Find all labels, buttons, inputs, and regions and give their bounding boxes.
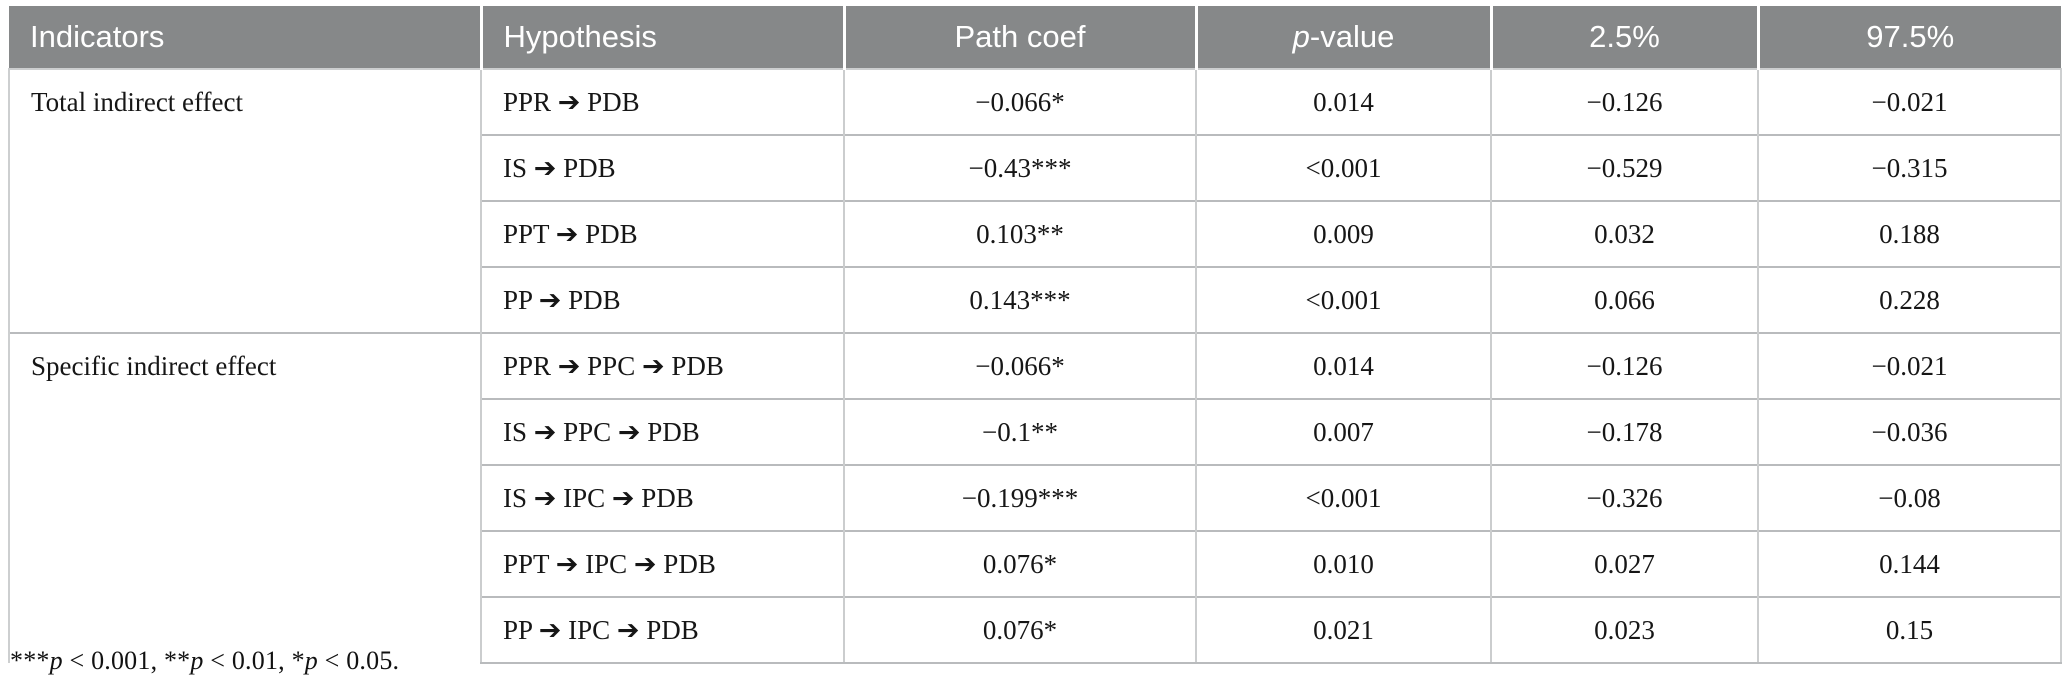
- path-coef-cell: −0.43***: [843, 134, 1196, 201]
- col-header-indicators: Indicators: [9, 6, 481, 70]
- footnote-italic-p: p: [190, 646, 204, 675]
- p-value-suffix: -value: [1309, 19, 1395, 54]
- table-row: PPT ➔ IPC ➔ PDB 0.076* 0.010 0.027 0.144: [9, 530, 2062, 597]
- ci-upper-cell: 0.15: [1757, 596, 2062, 664]
- hypothesis-cell: PPR ➔ PDB: [480, 68, 844, 135]
- path-coef-cell: 0.143***: [843, 266, 1196, 333]
- p-value-cell: <0.001: [1195, 464, 1491, 531]
- ci-upper-cell: −0.315: [1757, 134, 2062, 201]
- indirect-effects-table: Indicators Hypothesis Path coef p-value …: [8, 6, 2062, 664]
- hypothesis-cell: PP ➔ IPC ➔ PDB: [480, 596, 844, 664]
- ci-lower-cell: −0.529: [1490, 134, 1758, 201]
- path-coef-cell: −0.1**: [843, 398, 1196, 465]
- table-row: Total indirect effect PPR ➔ PDB −0.066* …: [8, 68, 2062, 333]
- hypothesis-cell: PPT ➔ IPC ➔ PDB: [480, 530, 844, 597]
- p-value-cell: <0.001: [1195, 266, 1491, 333]
- table-row: IS ➔ IPC ➔ PDB −0.199*** <0.001 −0.326 −…: [9, 464, 2062, 531]
- ci-upper-cell: −0.021: [1757, 68, 2062, 135]
- path-coef-cell: −0.199***: [843, 464, 1196, 531]
- footnote-segment: ***: [10, 646, 50, 675]
- footnote-segment: < 0.05.: [317, 646, 400, 675]
- table-row: PP ➔ PDB 0.143*** <0.001 0.066 0.228: [9, 266, 2062, 333]
- ci-upper-cell: 0.144: [1757, 530, 2062, 597]
- footnote-segment: < 0.01,: [203, 646, 292, 675]
- hypothesis-cell: PPR ➔ PPC ➔ PDB: [480, 332, 844, 399]
- ci-upper-cell: −0.08: [1757, 464, 2062, 531]
- hypothesis-cell: PPT ➔ PDB: [480, 200, 844, 267]
- significance-footnote: ***p < 0.001, **p < 0.01, *p < 0.05.: [10, 646, 399, 676]
- ci-lower-cell: 0.032: [1490, 200, 1758, 267]
- col-header-hypothesis: Hypothesis: [479, 6, 844, 70]
- p-value-cell: 0.010: [1195, 530, 1491, 597]
- footnote-italic-p: p: [304, 646, 318, 675]
- ci-lower-cell: −0.326: [1490, 464, 1758, 531]
- p-value-cell: 0.007: [1195, 398, 1491, 465]
- col-header-ci-upper: 97.5%: [1756, 6, 2061, 70]
- path-coef-cell: 0.076*: [843, 530, 1196, 597]
- p-value-cell: 0.021: [1195, 596, 1491, 664]
- table-row: IS ➔ PPC ➔ PDB −0.1** 0.007 −0.178 −0.03…: [9, 398, 2062, 465]
- p-value-cell: 0.009: [1195, 200, 1491, 267]
- ci-lower-cell: −0.126: [1490, 68, 1758, 135]
- ci-upper-cell: 0.228: [1757, 266, 2062, 333]
- ci-lower-cell: 0.027: [1490, 530, 1758, 597]
- path-coef-cell: 0.103**: [843, 200, 1196, 267]
- col-header-path-coef: Path coef: [842, 6, 1196, 70]
- table-row: Specific indirect effect PPR ➔ PPC ➔ PDB…: [8, 332, 2062, 663]
- col-header-ci-lower: 2.5%: [1489, 6, 1758, 70]
- footnote-italic-p: p: [49, 646, 63, 675]
- ci-upper-cell: −0.021: [1757, 332, 2062, 399]
- hypothesis-cell: PP ➔ PDB: [480, 266, 844, 333]
- indicator-cell-total-indirect: Total indirect effect: [8, 68, 481, 333]
- ci-lower-cell: 0.023: [1490, 596, 1758, 664]
- footnote-segment: *: [291, 646, 305, 675]
- path-coef-cell: −0.066*: [843, 68, 1196, 135]
- footnote-segment: < 0.001,: [62, 646, 164, 675]
- indicator-cell-specific-indirect: Specific indirect effect: [8, 332, 481, 663]
- hypothesis-cell: IS ➔ PPC ➔ PDB: [480, 398, 844, 465]
- p-value-cell: 0.014: [1195, 68, 1491, 135]
- hypothesis-cell: IS ➔ IPC ➔ PDB: [480, 464, 844, 531]
- ci-upper-cell: 0.188: [1757, 200, 2062, 267]
- table-row: PPT ➔ PDB 0.103** 0.009 0.032 0.188: [9, 200, 2062, 267]
- p-value-cell: 0.014: [1195, 332, 1491, 399]
- ci-upper-cell: −0.036: [1757, 398, 2062, 465]
- table-row: PP ➔ IPC ➔ PDB 0.076* 0.021 0.023 0.15: [9, 596, 2062, 664]
- ci-lower-cell: −0.126: [1490, 332, 1758, 399]
- table-row: IS ➔ PDB −0.43*** <0.001 −0.529 −0.315: [9, 134, 2062, 201]
- ci-lower-cell: 0.066: [1490, 266, 1758, 333]
- hypothesis-cell: IS ➔ PDB: [480, 134, 844, 201]
- p-value-cell: <0.001: [1195, 134, 1491, 201]
- p-value-italic-p: p: [1292, 19, 1310, 54]
- col-header-p-value: p-value: [1194, 6, 1491, 70]
- footnote-segment: **: [163, 646, 191, 675]
- ci-lower-cell: −0.178: [1490, 398, 1758, 465]
- header-row: Indicators Hypothesis Path coef p-value …: [9, 6, 2061, 70]
- path-coef-cell: −0.066*: [843, 332, 1196, 399]
- path-coef-cell: 0.076*: [843, 596, 1196, 664]
